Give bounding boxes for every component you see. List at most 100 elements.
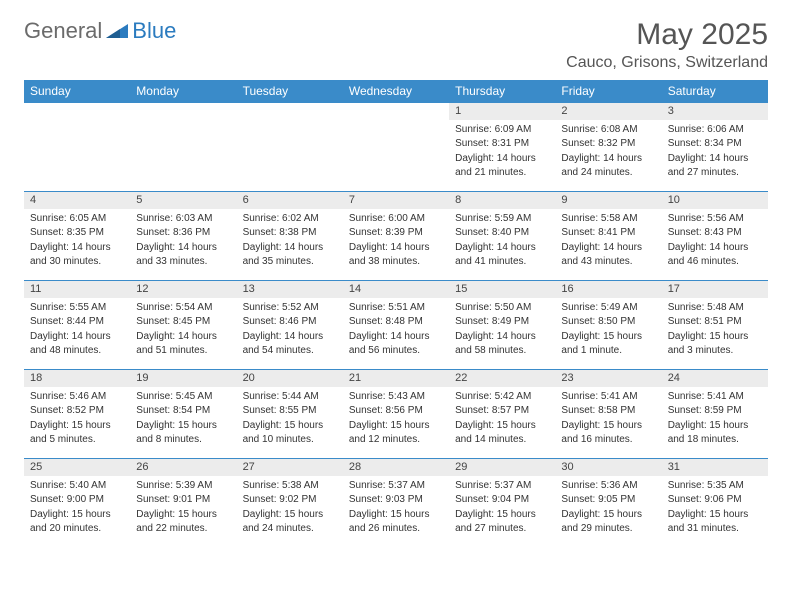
weekday-header: Sunday — [24, 80, 130, 103]
day-info-line: Daylight: 15 hours — [561, 508, 655, 522]
day-info-line: Sunrise: 5:52 AM — [243, 301, 337, 315]
day-info-line: Sunset: 8:54 PM — [136, 404, 230, 418]
day-info-line: Daylight: 15 hours — [30, 508, 124, 522]
weekday-header: Monday — [130, 80, 236, 103]
day-content-cell: Sunrise: 5:37 AMSunset: 9:03 PMDaylight:… — [343, 476, 449, 548]
day-info-line: Daylight: 14 hours — [349, 330, 443, 344]
day-info-line: and 10 minutes. — [243, 433, 337, 447]
day-info-line: and 22 minutes. — [136, 522, 230, 536]
day-content-cell: Sunrise: 5:58 AMSunset: 8:41 PMDaylight:… — [555, 209, 661, 281]
day-number-cell: 2 — [555, 103, 661, 120]
day-info-line: and 5 minutes. — [30, 433, 124, 447]
day-content-cell: Sunrise: 5:36 AMSunset: 9:05 PMDaylight:… — [555, 476, 661, 548]
day-info-line: and 16 minutes. — [561, 433, 655, 447]
day-info-line: Sunrise: 5:45 AM — [136, 390, 230, 404]
day-info-line: Sunrise: 5:54 AM — [136, 301, 230, 315]
day-content-cell: Sunrise: 5:45 AMSunset: 8:54 PMDaylight:… — [130, 387, 236, 459]
day-number-cell: 21 — [343, 370, 449, 387]
day-info-line: Sunrise: 5:49 AM — [561, 301, 655, 315]
day-info-line: and 35 minutes. — [243, 255, 337, 269]
day-content-cell: Sunrise: 6:03 AMSunset: 8:36 PMDaylight:… — [130, 209, 236, 281]
day-info-line: and 58 minutes. — [455, 344, 549, 358]
day-info-line: Daylight: 15 hours — [668, 419, 762, 433]
day-info-line: Sunrise: 6:03 AM — [136, 212, 230, 226]
day-info-line: Daylight: 15 hours — [561, 419, 655, 433]
day-info-line: Daylight: 15 hours — [349, 419, 443, 433]
day-number-cell: 4 — [24, 192, 130, 209]
logo-mark-icon — [106, 20, 128, 43]
day-content-cell: Sunrise: 5:41 AMSunset: 8:58 PMDaylight:… — [555, 387, 661, 459]
day-number-cell: 25 — [24, 459, 130, 476]
weekday-row: SundayMondayTuesdayWednesdayThursdayFrid… — [24, 80, 768, 103]
day-info-line: Sunset: 8:41 PM — [561, 226, 655, 240]
day-info-line: Sunrise: 5:43 AM — [349, 390, 443, 404]
day-content-row: Sunrise: 5:55 AMSunset: 8:44 PMDaylight:… — [24, 298, 768, 370]
day-info-line: Daylight: 14 hours — [136, 241, 230, 255]
weekday-header: Friday — [555, 80, 661, 103]
day-info-line: Sunrise: 5:48 AM — [668, 301, 762, 315]
day-content-row: Sunrise: 5:46 AMSunset: 8:52 PMDaylight:… — [24, 387, 768, 459]
day-info-line: and 18 minutes. — [668, 433, 762, 447]
day-info-line: Sunset: 8:45 PM — [136, 315, 230, 329]
day-number-row: 45678910 — [24, 192, 768, 209]
day-info-line: and 3 minutes. — [668, 344, 762, 358]
day-info-line: Sunset: 8:56 PM — [349, 404, 443, 418]
day-content-cell: Sunrise: 5:49 AMSunset: 8:50 PMDaylight:… — [555, 298, 661, 370]
day-content-cell: Sunrise: 5:54 AMSunset: 8:45 PMDaylight:… — [130, 298, 236, 370]
day-info-line: Sunrise: 5:56 AM — [668, 212, 762, 226]
day-number-cell: 31 — [662, 459, 768, 476]
day-number-cell — [237, 103, 343, 120]
day-info-line: and 31 minutes. — [668, 522, 762, 536]
day-info-line: and 24 minutes. — [243, 522, 337, 536]
day-info-line: Daylight: 14 hours — [243, 241, 337, 255]
day-content-cell: Sunrise: 5:46 AMSunset: 8:52 PMDaylight:… — [24, 387, 130, 459]
weekday-header: Tuesday — [237, 80, 343, 103]
day-content-cell: Sunrise: 5:44 AMSunset: 8:55 PMDaylight:… — [237, 387, 343, 459]
day-info-line: Sunset: 8:57 PM — [455, 404, 549, 418]
day-number-cell — [24, 103, 130, 120]
day-info-line: Daylight: 14 hours — [455, 330, 549, 344]
day-info-line: Sunrise: 6:09 AM — [455, 123, 549, 137]
day-info-line: Sunset: 8:51 PM — [668, 315, 762, 329]
day-content-cell: Sunrise: 5:41 AMSunset: 8:59 PMDaylight:… — [662, 387, 768, 459]
day-content-cell: Sunrise: 6:06 AMSunset: 8:34 PMDaylight:… — [662, 120, 768, 192]
day-number-cell: 8 — [449, 192, 555, 209]
day-info-line: Sunrise: 5:39 AM — [136, 479, 230, 493]
day-info-line: Sunset: 9:01 PM — [136, 493, 230, 507]
day-info-line: Sunset: 9:03 PM — [349, 493, 443, 507]
day-info-line: Daylight: 15 hours — [30, 419, 124, 433]
day-content-cell: Sunrise: 5:50 AMSunset: 8:49 PMDaylight:… — [449, 298, 555, 370]
day-number-cell: 14 — [343, 281, 449, 298]
day-number-cell: 6 — [237, 192, 343, 209]
day-info-line: Sunset: 8:31 PM — [455, 137, 549, 151]
day-number-cell: 29 — [449, 459, 555, 476]
day-info-line: Sunset: 8:39 PM — [349, 226, 443, 240]
day-info-line: Daylight: 14 hours — [561, 152, 655, 166]
day-info-line: Sunset: 8:48 PM — [349, 315, 443, 329]
day-info-line: Sunrise: 5:58 AM — [561, 212, 655, 226]
day-content-row: Sunrise: 5:40 AMSunset: 9:00 PMDaylight:… — [24, 476, 768, 548]
day-info-line: Sunrise: 6:00 AM — [349, 212, 443, 226]
day-info-line: Daylight: 15 hours — [455, 419, 549, 433]
day-number-cell: 28 — [343, 459, 449, 476]
day-content-cell — [24, 120, 130, 192]
day-content-cell: Sunrise: 6:09 AMSunset: 8:31 PMDaylight:… — [449, 120, 555, 192]
day-info-line: Daylight: 15 hours — [136, 419, 230, 433]
day-info-line: Sunset: 8:38 PM — [243, 226, 337, 240]
day-info-line: and 54 minutes. — [243, 344, 337, 358]
day-number-cell: 7 — [343, 192, 449, 209]
day-info-line: and 51 minutes. — [136, 344, 230, 358]
day-info-line: and 14 minutes. — [455, 433, 549, 447]
day-content-cell: Sunrise: 6:08 AMSunset: 8:32 PMDaylight:… — [555, 120, 661, 192]
day-number-cell — [130, 103, 236, 120]
day-content-cell: Sunrise: 5:59 AMSunset: 8:40 PMDaylight:… — [449, 209, 555, 281]
day-content-cell: Sunrise: 6:02 AMSunset: 8:38 PMDaylight:… — [237, 209, 343, 281]
day-info-line: and 27 minutes. — [455, 522, 549, 536]
day-info-line: Sunrise: 5:50 AM — [455, 301, 549, 315]
day-content-row: Sunrise: 6:09 AMSunset: 8:31 PM Daylight:… — [24, 120, 768, 192]
calendar-table: SundayMondayTuesdayWednesdayThursdayFrid… — [24, 80, 768, 548]
day-info-line: Sunset: 8:49 PM — [455, 315, 549, 329]
day-number-cell: 27 — [237, 459, 343, 476]
day-info-line: and 46 minutes. — [668, 255, 762, 269]
day-content-cell: Sunrise: 5:48 AMSunset: 8:51 PMDaylight:… — [662, 298, 768, 370]
